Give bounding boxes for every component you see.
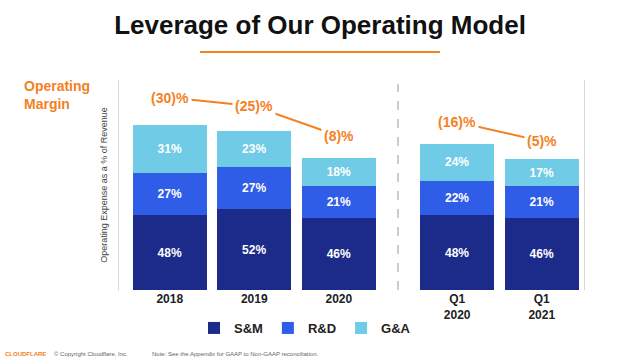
svg-text:OperatingMargin: OperatingMargin <box>24 78 90 112</box>
svg-text:Leverage of Our Operating Mode: Leverage of Our Operating Model <box>114 10 526 40</box>
svg-text:CLOUDFLARE: CLOUDFLARE <box>5 351 46 357</box>
svg-text:23%: 23% <box>242 142 266 156</box>
svg-text:17%: 17% <box>530 166 554 180</box>
svg-text:2019: 2019 <box>241 292 268 306</box>
svg-text:G&A: G&A <box>381 321 411 336</box>
svg-text:Operating Expense as a % of Re: Operating Expense as a % of Revenue <box>99 107 109 263</box>
svg-text:(30)%: (30)% <box>151 90 189 106</box>
svg-text:48%: 48% <box>158 246 182 260</box>
svg-text:Note: See the Appendix for GAA: Note: See the Appendix for GAAP to Non-G… <box>152 351 319 357</box>
svg-text:R&D: R&D <box>308 321 336 336</box>
svg-text:(5)%: (5)% <box>527 133 557 149</box>
svg-text:Q12020: Q12020 <box>444 292 471 322</box>
svg-text:(8)%: (8)% <box>324 128 354 144</box>
svg-text:24%: 24% <box>445 155 469 169</box>
svg-text:22%: 22% <box>445 191 469 205</box>
svg-text:21%: 21% <box>530 195 554 209</box>
svg-text:2018: 2018 <box>156 292 183 306</box>
svg-text:27%: 27% <box>158 187 182 201</box>
svg-text:27%: 27% <box>242 181 266 195</box>
svg-text:46%: 46% <box>530 247 554 261</box>
svg-text:(25)%: (25)% <box>235 98 273 114</box>
svg-text:31%: 31% <box>158 142 182 156</box>
svg-text:Q12021: Q12021 <box>528 292 555 322</box>
svg-text:(16)%: (16)% <box>438 114 476 130</box>
svg-text:2020: 2020 <box>325 292 352 306</box>
svg-text:S&M: S&M <box>234 321 263 336</box>
svg-text:18%: 18% <box>327 165 351 179</box>
svg-text:21%: 21% <box>327 195 351 209</box>
svg-text:46%: 46% <box>327 247 351 261</box>
svg-text:© Copyright Cloudflare, Inc.: © Copyright Cloudflare, Inc. <box>54 351 128 357</box>
svg-text:48%: 48% <box>445 246 469 260</box>
svg-text:52%: 52% <box>242 243 266 257</box>
